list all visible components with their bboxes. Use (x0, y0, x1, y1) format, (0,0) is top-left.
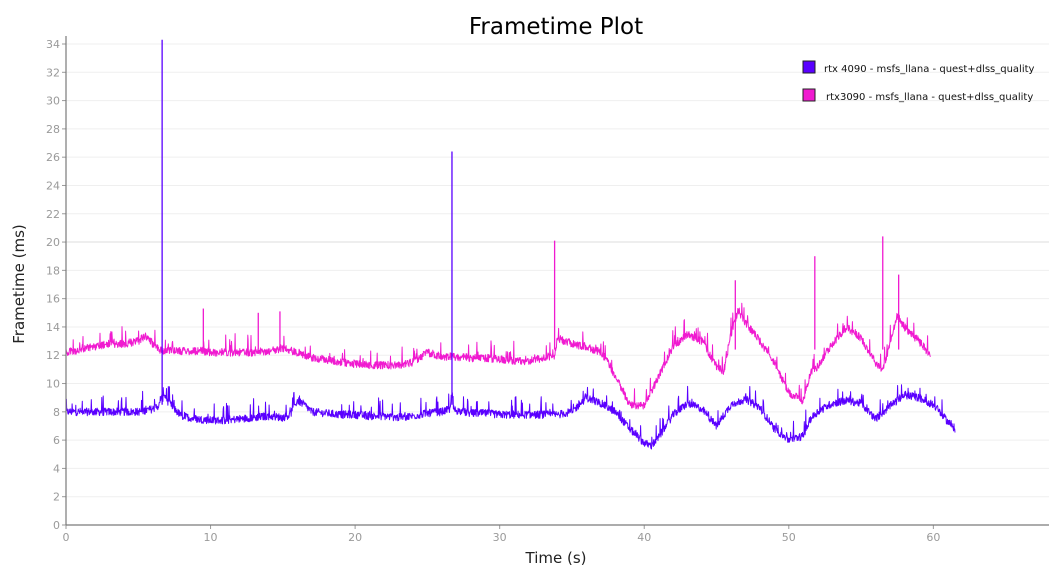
x-axis-ticks: 0 10 20 30 40 50 60 (63, 525, 940, 544)
x-tick-label: 0 (63, 531, 70, 544)
y-tick-label: 18 (46, 264, 60, 277)
x-tick-label: 60 (926, 531, 940, 544)
y-tick-label: 10 (46, 378, 60, 391)
y-tick-label: 20 (46, 236, 60, 249)
y-tick-label: 2 (53, 491, 60, 504)
y-tick-label: 32 (46, 66, 60, 79)
y-tick-label: 16 (46, 293, 60, 306)
legend-swatch-rtx4090 (802, 60, 816, 74)
legend-label-rtx3090: rtx3090 - msfs_llana - quest+dlss_qualit… (826, 92, 1033, 103)
x-axis-label: Time (s) (525, 549, 587, 567)
y-tick-label: 30 (46, 95, 60, 108)
y-tick-label: 4 (53, 462, 60, 475)
y-tick-label: 14 (46, 321, 60, 334)
series-line-1 (65, 302, 931, 410)
y-tick-label: 26 (46, 151, 60, 164)
legend: rtx 4090 - msfs_llana - quest+dlss_quali… (802, 60, 1035, 103)
y-tick-label: 0 (53, 519, 60, 532)
y-tick-label: 34 (46, 38, 60, 51)
chart-title: Frametime Plot (469, 14, 643, 40)
y-tick-label: 24 (46, 179, 60, 192)
x-tick-label: 40 (637, 531, 651, 544)
grid (66, 43, 1049, 526)
legend-label-rtx4090: rtx 4090 - msfs_llana - quest+dlss_quali… (824, 64, 1035, 75)
x-tick-label: 30 (493, 531, 507, 544)
x-tick-label: 50 (782, 531, 796, 544)
series-group (65, 39, 956, 450)
series-line-0 (65, 384, 956, 450)
y-axis-label: Frametime (ms) (10, 224, 28, 344)
y-tick-label: 28 (46, 123, 60, 136)
y-tick-label: 22 (46, 208, 60, 221)
y-tick-label: 6 (53, 434, 60, 447)
x-tick-label: 10 (204, 531, 218, 544)
x-tick-label: 20 (348, 531, 362, 544)
y-tick-label: 8 (53, 406, 60, 419)
y-tick-label: 12 (46, 349, 60, 362)
legend-swatch-rtx3090 (802, 88, 816, 102)
